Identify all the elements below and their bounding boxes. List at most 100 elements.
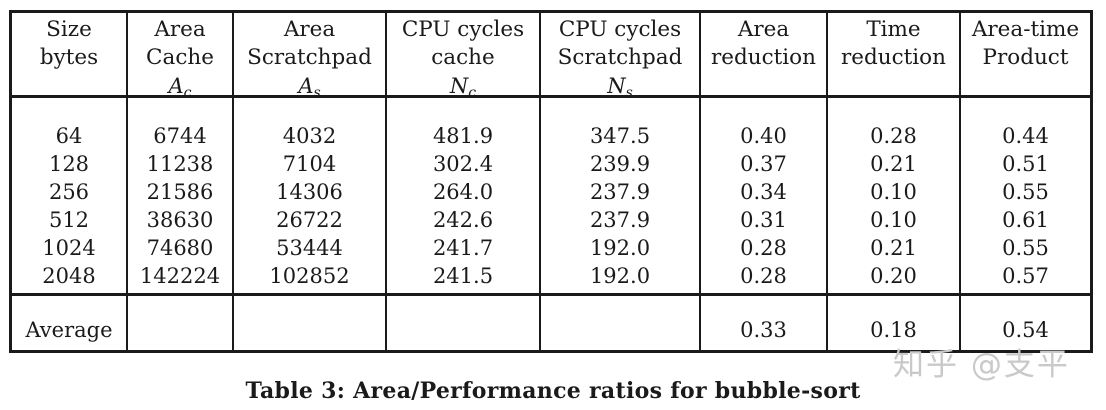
table-column-time-reduction: 0.28 0.21 0.10 0.10 0.21 0.20 (828, 98, 961, 293)
cell-value: 0.10 (870, 208, 917, 232)
column-header-area-time-product: Area-time Product (961, 13, 1090, 95)
header-line: Area (737, 17, 790, 42)
symbol-subscript: c (468, 85, 477, 95)
cell-value: 0.34 (740, 180, 787, 204)
cell-value: 0.55 (1002, 180, 1049, 204)
average-cell: 0.54 (1002, 318, 1049, 342)
header-line: Cache (146, 45, 214, 70)
average-cell (234, 296, 387, 350)
column-header-time-reduction: Time reduction (828, 13, 961, 95)
header-line: Size (46, 17, 92, 42)
cell-value: 0.44 (1002, 124, 1049, 148)
cell-value: 347.5 (589, 124, 651, 148)
cell-value: 7104 (282, 152, 337, 176)
cell-value: 241.7 (432, 236, 494, 260)
symbol-base: N (607, 74, 626, 95)
header-line: Time (866, 17, 921, 42)
cell-value: 302.4 (432, 152, 494, 176)
cell-value: 0.28 (870, 124, 917, 148)
table-caption: Table 3: Area/Performance ratios for bub… (245, 378, 861, 404)
cell-value: 11238 (146, 152, 214, 176)
cell-value: 0.21 (870, 236, 917, 260)
column-header-area-scratchpad: Area Scratchpad As (234, 13, 387, 95)
table-column-cycles-scratchpad: 347.5 239.9 237.9 237.9 192.0 192.0 (541, 98, 701, 293)
cell-value: 1024 (42, 236, 96, 260)
table-column-area-time-product: 0.44 0.51 0.55 0.61 0.55 0.57 (961, 98, 1090, 293)
header-line: CPU cycles (401, 17, 525, 42)
cell-value: 0.28 (740, 264, 787, 288)
cell-value: 0.37 (740, 152, 787, 176)
table-column-area-cache: 6744 11238 21586 38630 74680 142224 (128, 98, 234, 293)
header-line: Area-time (971, 17, 1080, 42)
cell-value: 256 (48, 180, 90, 204)
cell-value: 0.31 (740, 208, 787, 232)
cell-value: 0.61 (1002, 208, 1049, 232)
cell-value: 192.0 (589, 236, 651, 260)
symbol-base: A (168, 74, 184, 95)
cell-value: 26722 (276, 208, 343, 232)
header-line: reduction (841, 45, 946, 70)
average-cell (128, 296, 234, 350)
header-line: Scratchpad (247, 45, 372, 70)
table-column-area-scratchpad: 4032 7104 14306 26722 53444 102852 (234, 98, 387, 293)
cell-value: 241.5 (432, 264, 494, 288)
table-average-row: Average 0.33 0.18 0.54 (12, 296, 1090, 350)
average-cell: 0.33 (701, 296, 828, 350)
cell-value: 142224 (139, 264, 221, 288)
cell-value: 0.57 (1002, 264, 1049, 288)
cell-value: 4032 (282, 124, 337, 148)
cell-value: 237.9 (589, 180, 651, 204)
cell-value: 64 (55, 124, 83, 148)
column-header-area-reduction: Area reduction (701, 13, 828, 95)
cell-value: 14306 (276, 180, 343, 204)
column-header-cycles-scratchpad: CPU cycles Scratchpad Ns (541, 13, 701, 95)
column-header-cycles-cache: CPU cycles cache Nc (387, 13, 541, 95)
table-column-area-reduction: 0.40 0.37 0.34 0.31 0.28 0.28 (701, 98, 828, 293)
cell-value: 237.9 (589, 208, 651, 232)
header-symbol: Nc (387, 72, 539, 95)
header-line: cache (431, 45, 495, 70)
cell-value: 0.55 (1002, 236, 1049, 260)
header-symbol: Ns (541, 72, 699, 95)
column-header-area-cache: Area Cache Ac (128, 13, 234, 95)
cell-value: 128 (48, 152, 90, 176)
results-table: Size bytes Area Cache Ac Area Scratchpad… (9, 10, 1093, 353)
symbol-subscript: s (313, 85, 321, 95)
cell-value: 74680 (146, 236, 214, 260)
header-line: CPU cycles (558, 17, 682, 42)
cell-value: 192.0 (589, 264, 651, 288)
symbol-base: A (298, 74, 314, 95)
cell-value: 512 (48, 208, 90, 232)
cell-value: 38630 (146, 208, 214, 232)
cell-value: 21586 (146, 180, 214, 204)
cell-value: 2048 (42, 264, 96, 288)
cell-value: 53444 (276, 236, 343, 260)
symbol-subscript: c (183, 85, 192, 95)
average-cell: 0.18 (828, 296, 961, 350)
symbol-base: N (449, 74, 469, 95)
column-header-size: Size bytes (12, 13, 128, 95)
header-line: Scratchpad (557, 45, 683, 70)
average-cell (387, 296, 541, 350)
header-symbol: Ac (128, 72, 232, 95)
table-header-row: Size bytes Area Cache Ac Area Scratchpad… (12, 13, 1090, 98)
watermark: 知乎 @支平 (893, 347, 1070, 383)
header-line: reduction (711, 45, 816, 70)
header-line: Product (982, 45, 1069, 70)
header-symbol: As (234, 72, 385, 95)
cell-value: 239.9 (589, 152, 651, 176)
cell-value: 0.28 (740, 236, 787, 260)
average-cell (541, 296, 701, 350)
cell-value: 481.9 (432, 124, 494, 148)
cell-value: 0.20 (870, 264, 917, 288)
cell-value: 0.51 (1002, 152, 1049, 176)
cell-value: 0.40 (740, 124, 787, 148)
cell-value: 242.6 (432, 208, 494, 232)
table-column-size: 64 128 256 512 1024 2048 (12, 98, 128, 293)
cell-value: 0.21 (870, 152, 917, 176)
symbol-subscript: s (625, 85, 633, 95)
table-data-rows: 64 128 256 512 1024 2048 6744 11238 2158… (12, 98, 1090, 296)
average-label: Average (12, 296, 128, 350)
header-line: bytes (39, 45, 99, 70)
header-line: Area (283, 17, 336, 42)
